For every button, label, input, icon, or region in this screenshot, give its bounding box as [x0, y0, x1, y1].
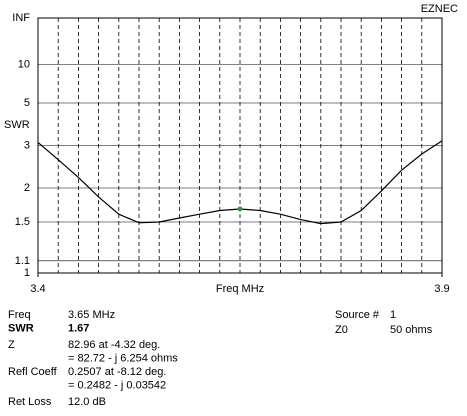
y-axis-label: SWR [4, 119, 30, 131]
readout-label: Refl Coeff [8, 366, 58, 378]
readout-value: 1 [390, 309, 396, 321]
readout-label: SWR [8, 322, 34, 334]
cursor-marker [237, 206, 243, 212]
y-tick-label: 1.1 [15, 255, 30, 267]
y-tick-label: 1.5 [15, 216, 30, 228]
readout-value: 3.65 MHz [68, 309, 115, 321]
y-tick-label: 1 [24, 267, 30, 279]
y-tick-label: 5 [24, 97, 30, 109]
readout-label: Source # [335, 309, 380, 321]
x-tick-label: 3.4 [30, 283, 45, 295]
brand: EZNEC [421, 3, 458, 15]
y-top-label: INF [12, 12, 30, 24]
readout-label: Ret Loss [8, 396, 52, 408]
y-tick-label: 3 [24, 139, 30, 151]
readout-value: 0.2507 at -8.12 deg. [68, 366, 166, 378]
readout-label: Z [8, 339, 15, 351]
readout-value: 50 ohms [390, 324, 433, 336]
readout-value: 12.0 dB [68, 396, 106, 408]
readout-value: = 82.72 - j 6.254 ohms [68, 352, 178, 364]
y-tick-label: 10 [18, 58, 30, 70]
readout-value: = 0.2482 - j 0.03542 [68, 379, 166, 391]
readout-label: Freq [8, 309, 31, 321]
readout-label: Z0 [335, 324, 348, 336]
y-tick-label: 2 [24, 182, 30, 194]
x-tick-label: 3.9 [434, 283, 449, 295]
readout-value: 1.67 [68, 322, 89, 334]
readout-value: 82.96 at -4.32 deg. [68, 339, 160, 351]
x-axis-label: Freq MHz [216, 283, 264, 295]
